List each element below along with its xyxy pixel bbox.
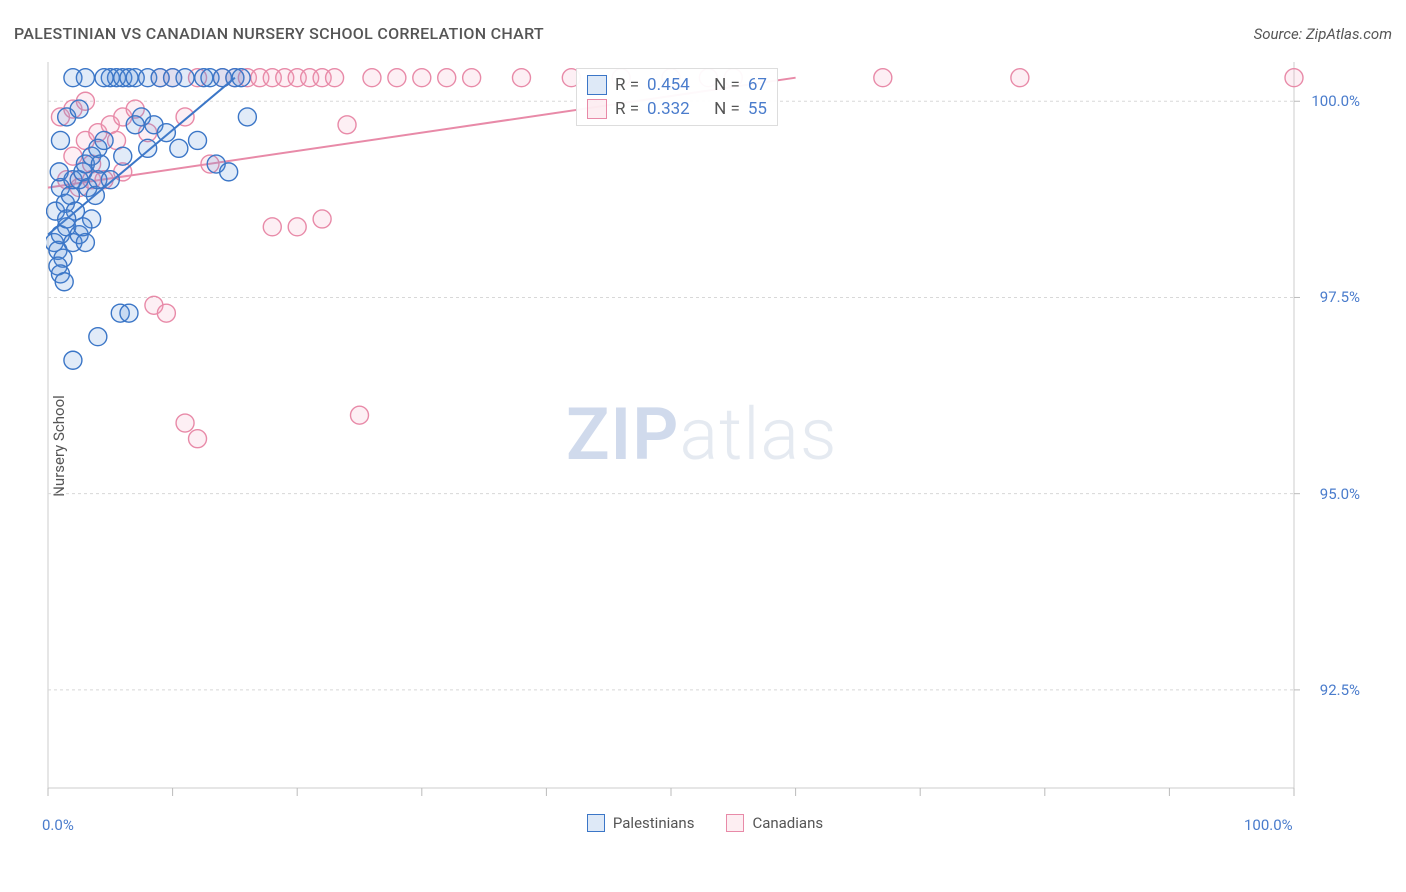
n-label: N = xyxy=(714,99,740,119)
legend-swatch xyxy=(587,99,607,119)
legend-item: Palestinians xyxy=(587,814,695,832)
chart-title: PALESTINIAN VS CANADIAN NURSERY SCHOOL C… xyxy=(14,24,544,43)
stats-legend: R = 0.454 N = 67R = 0.332 N = 55 xyxy=(576,68,778,126)
r-value: 0.454 xyxy=(647,75,690,95)
y-tick-label: 95.0% xyxy=(1300,485,1360,503)
n-label: N = xyxy=(714,75,740,95)
plot-area: ZIPatlas R = 0.454 N = 67R = 0.332 N = 5… xyxy=(46,62,1364,814)
y-tick-label: 97.5% xyxy=(1300,288,1360,306)
legend-swatch xyxy=(587,75,607,95)
scatter-svg xyxy=(46,62,1364,814)
legend-label: Canadians xyxy=(752,814,823,832)
x-axis-first-tick: 0.0% xyxy=(42,816,74,834)
stats-row: R = 0.454 N = 67 xyxy=(587,73,767,97)
y-tick-label: 100.0% xyxy=(1300,92,1360,110)
n-value: 55 xyxy=(748,99,767,119)
y-tick-label: 92.5% xyxy=(1300,681,1360,699)
legend-swatch xyxy=(587,814,605,832)
source-label: Source: ZipAtlas.com xyxy=(1254,25,1392,43)
n-value: 67 xyxy=(748,75,767,95)
stats-row: R = 0.332 N = 55 xyxy=(587,97,767,121)
r-label: R = xyxy=(615,75,639,95)
r-label: R = xyxy=(615,99,639,119)
legend-item: Canadians xyxy=(726,814,823,832)
legend-label: Palestinians xyxy=(613,814,695,832)
legend-swatch xyxy=(726,814,744,832)
legend-bottom: Palestinians Canadians xyxy=(46,814,1364,832)
x-axis-last-tick: 100.0% xyxy=(1244,816,1293,834)
r-value: 0.332 xyxy=(647,99,690,119)
